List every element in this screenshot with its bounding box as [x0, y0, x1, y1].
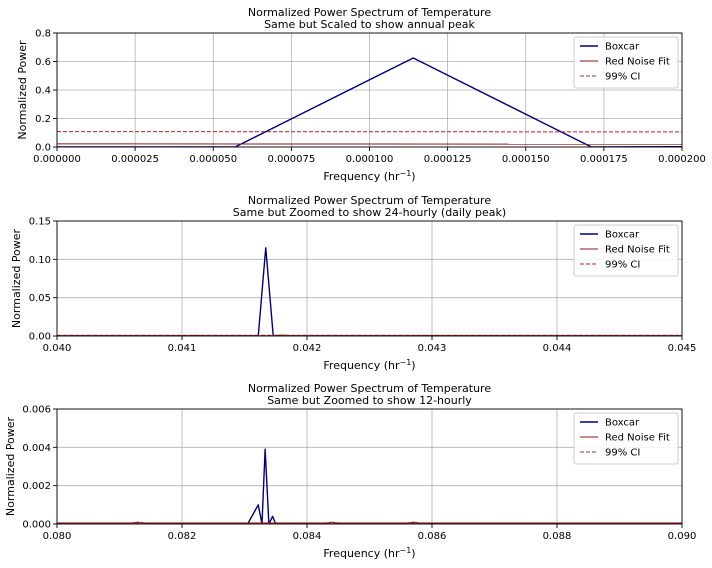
- chart-subtitle: Same but Scaled to show annual peak: [264, 18, 475, 31]
- legend: Boxcar Red Noise Fit 99% CI: [573, 412, 679, 465]
- legend-label: Boxcar: [605, 230, 640, 241]
- x-tick-label: 0.090: [668, 531, 697, 542]
- chart-title: Normalized Power Spectrum of Temperature: [248, 6, 491, 19]
- x-tick-label: 0.043: [418, 343, 447, 354]
- legend-box: [573, 412, 679, 465]
- x-tick-label: 0.044: [543, 343, 572, 354]
- x-axis-label: Frequency (hr−1): [323, 358, 415, 372]
- legend-label: Boxcar: [605, 418, 640, 429]
- x-tick-label: 0.041: [168, 343, 197, 354]
- y-tick-label: 0.006: [22, 405, 51, 416]
- y-tick-label: 0.00: [29, 332, 51, 343]
- x-tick-label: 0.080: [43, 531, 72, 542]
- x-tick-label: 0.000125: [424, 154, 472, 165]
- y-tick-label: 0.0: [35, 143, 51, 154]
- x-tick-label: 0.040: [43, 343, 72, 354]
- chart-subtitle: Same but Zoomed to show 24-hourly (daily…: [233, 206, 506, 219]
- legend-label: Boxcar: [605, 42, 640, 53]
- x-tick-label: 0.088: [543, 531, 572, 542]
- x-tick-label: 0.086: [418, 531, 447, 542]
- chart-title: Normalized Power Spectrum of Temperature: [248, 194, 491, 207]
- chart-title: Normalized Power Spectrum of Temperature: [248, 382, 491, 395]
- y-tick-label: 0.05: [29, 293, 51, 304]
- y-tick-label: 0.15: [29, 217, 51, 228]
- legend-label: Red Noise Fit: [605, 245, 670, 256]
- y-tick-label: 0.10: [29, 255, 51, 266]
- x-tick-label: 0.000200: [658, 154, 706, 165]
- x-tick-label: 0.084: [293, 531, 322, 542]
- legend-label: Red Noise Fit: [605, 433, 670, 444]
- x-tick-label: 0.042: [293, 343, 322, 354]
- legend: Boxcar Red Noise Fit 99% CI: [573, 36, 679, 89]
- x-tick-label: 0.000000: [33, 154, 81, 165]
- y-tick-label: 0.000: [22, 520, 51, 531]
- y-tick-label: 0.002: [22, 481, 51, 492]
- x-tick-label: 0.045: [668, 343, 697, 354]
- y-axis-label: Normalized Power: [4, 416, 17, 516]
- series-line-boxcar: [57, 247, 682, 336]
- legend-label: 99% CI: [605, 448, 640, 459]
- x-axis-label: Frequency (hr−1): [323, 169, 415, 183]
- chart-3: 0.080 0.082 0.084 0.086 0.088 0.090 0.000 0.002…: [4, 382, 696, 560]
- x-tick-label: 0.000175: [580, 154, 628, 165]
- y-tick-label: 0.8: [35, 29, 51, 40]
- x-tick-label: 0.000150: [502, 154, 550, 165]
- y-axis-label: Normalized Power: [16, 40, 29, 140]
- legend-box: [573, 36, 679, 89]
- legend-label: Red Noise Fit: [605, 57, 670, 68]
- x-tick-label: 0.000075: [268, 154, 316, 165]
- x-tick-label: 0.000050: [189, 154, 237, 165]
- chart-2: 0.040 0.041 0.042 0.043 0.044 0.045 0.00 0.05 0.…: [10, 194, 696, 372]
- y-tick-label: 0.004: [22, 443, 51, 454]
- legend-box: [573, 224, 679, 277]
- x-tick-label: 0.000025: [111, 154, 159, 165]
- y-tick-label: 0.6: [35, 57, 51, 68]
- chart-subtitle: Same but Zoomed to show 12-hourly: [267, 394, 472, 407]
- legend: Boxcar Red Noise Fit 99% CI: [573, 224, 679, 277]
- legend-label: 99% CI: [605, 72, 640, 83]
- x-tick-label: 0.000100: [346, 154, 394, 165]
- x-tick-label: 0.082: [168, 531, 197, 542]
- y-tick-label: 0.4: [35, 86, 51, 97]
- series-line-boxcar: [57, 448, 682, 524]
- legend-label: 99% CI: [605, 260, 640, 271]
- chart-1: 0.000000 0.000025 0.000050 0.000075 0.000100…: [16, 6, 706, 183]
- y-axis-label: Normalized Power: [10, 228, 23, 328]
- plot-frame: [56, 220, 683, 337]
- y-tick-label: 0.2: [35, 114, 51, 125]
- x-axis-label: Frequency (hr−1): [323, 546, 415, 560]
- plot-frame: [56, 408, 683, 525]
